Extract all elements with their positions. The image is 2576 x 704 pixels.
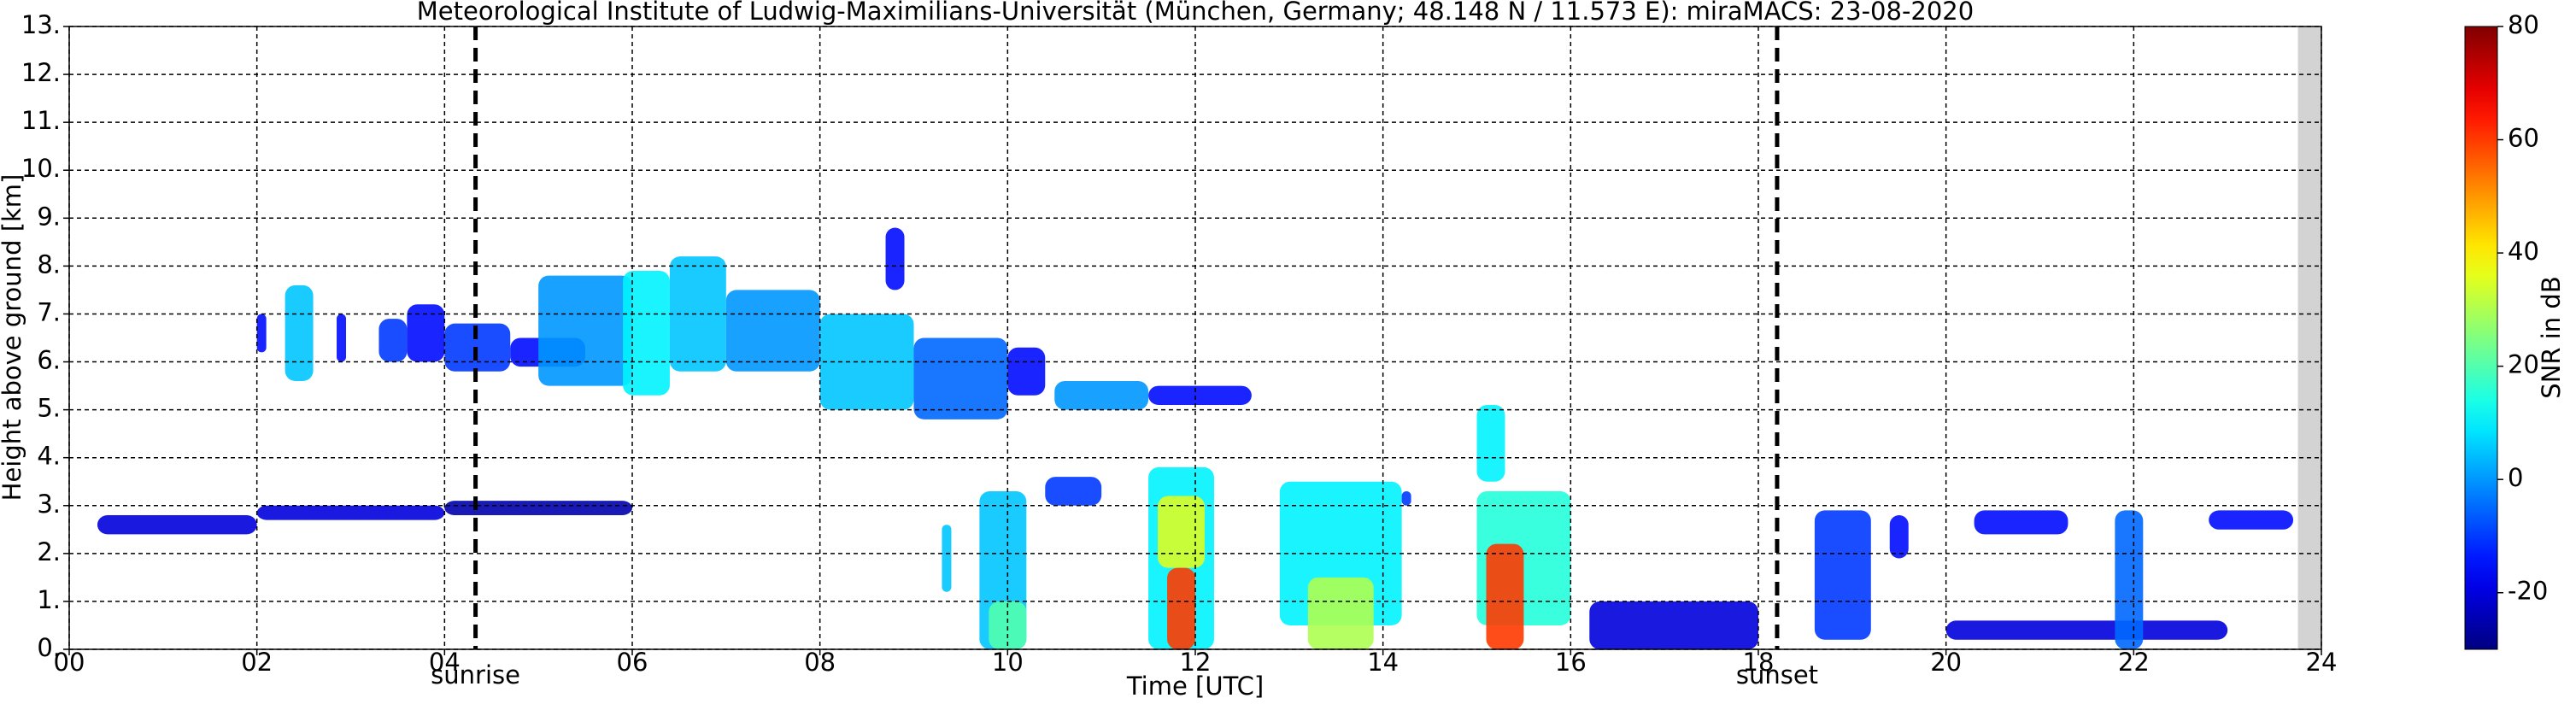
y-tick-label: 1. — [37, 585, 61, 614]
colorbar-tick-label: 20 — [2508, 350, 2539, 379]
x-tick-label: 18 — [1743, 648, 1775, 677]
y-tick-label: 9. — [37, 202, 61, 231]
radar-echo — [1307, 577, 1374, 649]
radar-echo — [942, 525, 952, 592]
plot-frame — [68, 26, 2322, 650]
radar-echo — [1401, 490, 1411, 506]
x-axis-label: Time [UTC] — [1126, 672, 1264, 701]
x-tick-label: 14 — [1367, 648, 1399, 677]
colorbar-label: SNR in dB — [2537, 276, 2566, 398]
annotation-label: sunset — [1736, 660, 1818, 689]
x-tick-label: 20 — [1930, 648, 1962, 677]
x-tick-label: 06 — [617, 648, 648, 677]
y-tick-label: 13. — [21, 10, 61, 39]
radar-echo — [623, 270, 670, 396]
y-tick-label: 8. — [37, 249, 61, 279]
radar-echo — [378, 319, 408, 362]
colorbar — [2464, 26, 2498, 650]
radar-echo — [1589, 601, 1758, 649]
radar-echo — [97, 514, 257, 535]
colorbar-tick-label: 80 — [2508, 10, 2539, 39]
annotation-label: sunrise — [431, 660, 520, 689]
radar-echo — [1158, 496, 1205, 568]
y-tick-label: 12. — [21, 58, 61, 87]
radar-echo — [1007, 347, 1046, 396]
x-tick-label: 00 — [54, 648, 85, 677]
y-tick-label: 3. — [37, 490, 61, 519]
x-tick-label: 02 — [241, 648, 273, 677]
radar-echo — [407, 304, 445, 362]
radar-echo — [538, 275, 632, 386]
y-tick-label: 7. — [37, 297, 61, 326]
x-tick-label: 08 — [804, 648, 836, 677]
no-data-region — [2297, 26, 2321, 649]
radar-echo — [885, 227, 905, 290]
radar-echo — [2115, 510, 2144, 649]
y-tick-label: 4. — [37, 442, 61, 471]
radar-echo — [256, 505, 445, 520]
radar-echo — [989, 601, 1027, 649]
colorbar-tick-label: 40 — [2508, 237, 2539, 266]
radar-echo — [2209, 510, 2294, 530]
radar-echo — [819, 314, 914, 410]
x-tick-label: 16 — [1555, 648, 1587, 677]
radar-echo — [1167, 567, 1195, 649]
x-tick-label: 22 — [2118, 648, 2150, 677]
radar-echo — [1945, 620, 2228, 640]
radar-echo — [444, 501, 632, 515]
y-tick-label: 5. — [37, 394, 61, 423]
radar-echo — [256, 314, 267, 353]
y-axis-label: Height above ground [km] — [0, 174, 26, 502]
y-tick-label: 11. — [21, 106, 61, 135]
x-tick-label: 12 — [1180, 648, 1212, 677]
radar-echo — [725, 290, 820, 372]
radar-echo — [1814, 510, 1871, 640]
radar-echo — [1054, 380, 1149, 410]
y-tick-label: 6. — [37, 346, 61, 375]
radar-echo — [913, 337, 1008, 419]
radar-echo — [337, 314, 347, 362]
y-tick-label: 10. — [21, 154, 61, 183]
colorbar-tick-label: 60 — [2508, 124, 2539, 153]
y-tick-label: 2. — [37, 537, 61, 566]
x-tick-label: 04 — [429, 648, 461, 677]
radar-echo — [1148, 385, 1252, 406]
radar-echo — [1045, 477, 1102, 506]
radar-echo — [1486, 543, 1524, 649]
radar-echo — [1974, 510, 2068, 535]
colorbar-tick-label: 0 — [2508, 463, 2523, 492]
radar-echo — [669, 256, 726, 372]
radar-echo — [285, 285, 314, 381]
chart-title: Meteorological Institute of Ludwig-Maxim… — [417, 0, 1974, 26]
colorbar-tick-label: -20 — [2508, 577, 2548, 606]
radar-echo — [1889, 514, 1909, 559]
radar-echo — [1476, 405, 1505, 482]
x-tick-label: 24 — [2306, 648, 2338, 677]
y-tick-label: 0. — [37, 633, 61, 662]
x-tick-label: 10 — [992, 648, 1024, 677]
